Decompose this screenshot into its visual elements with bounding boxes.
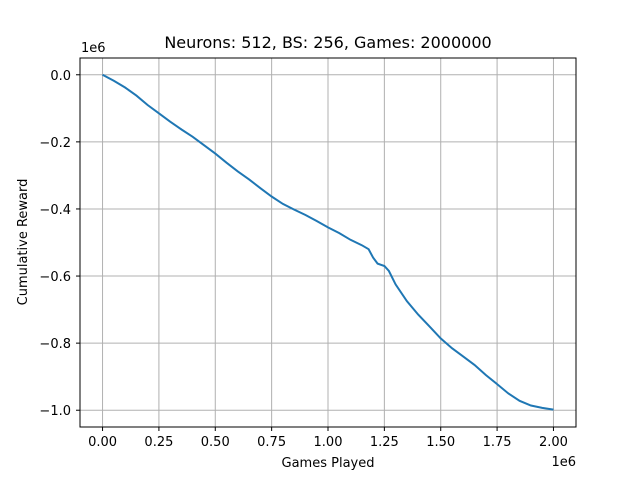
y-tick-label: −1.0 xyxy=(39,404,71,419)
grid-layer xyxy=(80,58,576,427)
y-tick-label: −0.2 xyxy=(39,136,71,151)
x-tick-label: 1.25 xyxy=(370,435,399,450)
x-tick-label: 1.00 xyxy=(314,435,343,450)
x-tick-label: 2.00 xyxy=(539,435,568,450)
x-tick-label: 0.00 xyxy=(88,435,117,450)
x-tick-labels: 0.00 0.25 0.50 0.75 1.00 1.25 1.50 1.75 2.00 xyxy=(88,435,568,450)
y-tick-label: −0.8 xyxy=(39,337,71,352)
chart-title: Neurons: 512, BS: 256, Games: 2000000 xyxy=(164,33,491,52)
tick-layer xyxy=(76,74,554,431)
y-tick-label: −0.4 xyxy=(39,203,71,218)
y-axis-label: Cumulative Reward xyxy=(16,179,31,306)
x-axis-label: Games Played xyxy=(282,456,375,471)
x-tick-label: 0.50 xyxy=(201,435,230,450)
series-line xyxy=(102,73,554,411)
x-tick-label: 0.25 xyxy=(144,435,173,450)
y-offset-label: 1e6 xyxy=(81,41,106,56)
y-tick-label: −0.6 xyxy=(39,270,71,285)
x-offset-label: 1e6 xyxy=(551,455,576,470)
y-tick-labels: 0.0 −0.2 −0.4 −0.6 −0.8 −1.0 xyxy=(39,69,71,419)
plot-frame xyxy=(79,57,577,428)
x-tick-label: 1.50 xyxy=(426,435,455,450)
x-tick-label: 1.75 xyxy=(483,435,512,450)
y-tick-label: 0.0 xyxy=(50,69,71,84)
x-tick-label: 0.75 xyxy=(257,435,286,450)
